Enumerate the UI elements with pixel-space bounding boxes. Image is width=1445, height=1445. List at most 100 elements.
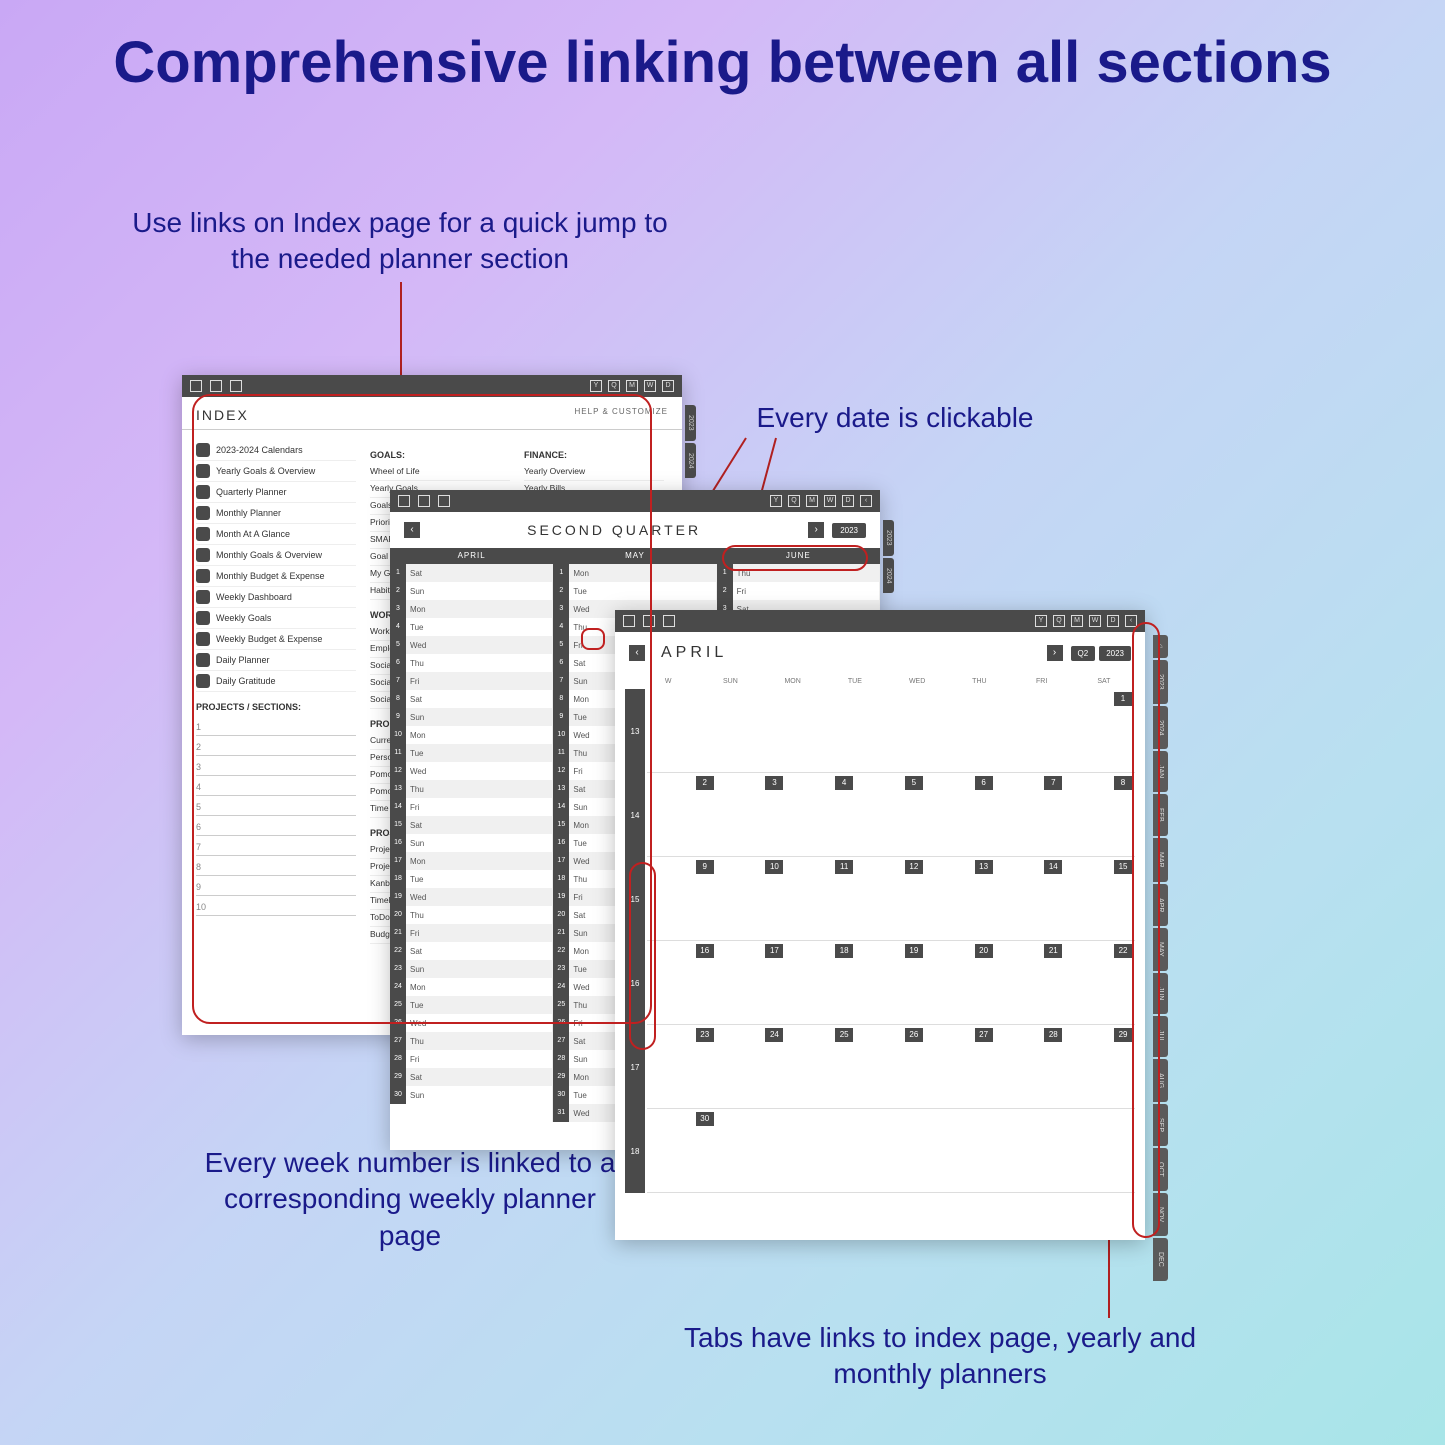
week-number[interactable]: 15 [625,857,645,941]
date-badge[interactable]: 21 [1044,944,1062,958]
project-line[interactable]: 4 [196,776,356,796]
project-line[interactable]: 10 [196,896,356,916]
quarter-day-row[interactable]: 14Fri [390,798,552,816]
tab-w-icon[interactable]: W [824,495,836,507]
date-badge[interactable]: 16 [696,944,714,958]
index-item[interactable]: Yearly Overview [524,464,664,481]
quarter-day-row[interactable]: 20Thu [390,906,552,924]
calendar-day[interactable] [647,689,717,773]
index-nav-item[interactable]: Monthly Planner [196,503,356,524]
quarter-day-row[interactable]: 17Mon [390,852,552,870]
date-badge[interactable]: 17 [765,944,783,958]
quarter-day-row[interactable]: 15Sat [390,816,552,834]
month-tab[interactable]: JAN [1153,751,1168,792]
quarter-day-row[interactable]: 29Sat [390,1068,552,1086]
month-tab[interactable]: JUN [1153,973,1168,1015]
calendar-day[interactable]: 25 [786,1025,856,1109]
quarter-day-row[interactable]: 4Tue [390,618,552,636]
date-badge[interactable]: 8 [1114,776,1132,790]
date-badge[interactable]: 12 [905,860,923,874]
calendar-day[interactable]: 15 [1065,857,1135,941]
calendar-day[interactable]: 21 [996,941,1066,1025]
month-tab[interactable]: MAY [1153,928,1168,971]
calendar-day[interactable] [926,1109,996,1193]
quarter-day-row[interactable]: 1Thu [717,564,879,582]
quarter-day-row[interactable]: 3Mon [390,600,552,618]
calendar-day[interactable]: 22 [1065,941,1135,1025]
home-icon[interactable] [190,380,202,392]
calendar-day[interactable]: 7 [996,773,1066,857]
calendar-day[interactable]: 6 [926,773,996,857]
date-badge[interactable]: 5 [905,776,923,790]
check-icon[interactable] [663,615,675,627]
tab-y-icon[interactable]: Y [770,495,782,507]
month-tab[interactable]: NOV [1153,1193,1168,1236]
calendar-day[interactable] [717,1109,787,1193]
date-badge[interactable]: 28 [1044,1028,1062,1042]
month-tab[interactable]: OCT [1153,1148,1168,1191]
index-item[interactable]: Wheel of Life [370,464,510,481]
quarter-day-row[interactable]: 2Fri [717,582,879,600]
quarter-day-row[interactable]: 24Mon [390,978,552,996]
calendar-day[interactable]: 26 [856,1025,926,1109]
tab-y-icon[interactable]: Y [1035,615,1047,627]
quarter-day-row[interactable]: 28Fri [390,1050,552,1068]
calendar-day[interactable]: 28 [996,1025,1066,1109]
month-tab-may[interactable]: MAY [553,548,716,564]
project-line[interactable]: 2 [196,736,356,756]
quarter-day-row[interactable]: 21Fri [390,924,552,942]
project-line[interactable]: 7 [196,836,356,856]
calendar-day[interactable]: 18 [786,941,856,1025]
calendar-day[interactable] [1065,1109,1135,1193]
month-tab[interactable]: 2023 [1153,660,1168,704]
calendar-day[interactable]: 1 [1065,689,1135,773]
quarter-day-row[interactable]: 6Thu [390,654,552,672]
index-nav-item[interactable]: Monthly Budget & Expense [196,566,356,587]
calendar-day[interactable]: 24 [717,1025,787,1109]
date-badge[interactable]: 11 [835,860,853,874]
project-line[interactable]: 5 [196,796,356,816]
tab-d-icon[interactable]: D [842,495,854,507]
tab-y-icon[interactable]: Y [590,380,602,392]
quarter-day-row[interactable]: 5Wed [390,636,552,654]
calendar-day[interactable]: 16 [647,941,717,1025]
calendar-day[interactable] [856,689,926,773]
tab-q-icon[interactable]: Q [788,495,800,507]
date-badge[interactable]: 15 [1114,860,1132,874]
date-badge[interactable]: 19 [905,944,923,958]
next-month-button[interactable]: › [1047,645,1063,661]
month-tab[interactable]: DEC [1153,1238,1168,1281]
quarter-day-row[interactable]: 9Sun [390,708,552,726]
week-number[interactable]: 16 [625,941,645,1025]
chevron-left-icon[interactable]: ‹ [860,495,872,507]
project-line[interactable]: 6 [196,816,356,836]
check-icon[interactable] [230,380,242,392]
calendar-day[interactable] [717,689,787,773]
quarter-day-row[interactable]: 22Sat [390,942,552,960]
date-badge[interactable]: 14 [1044,860,1062,874]
project-line[interactable]: 8 [196,856,356,876]
index-nav-item[interactable]: Yearly Goals & Overview [196,461,356,482]
date-badge[interactable]: 6 [975,776,993,790]
index-nav-item[interactable]: Daily Gratitude [196,671,356,692]
calendar-day[interactable] [926,689,996,773]
index-nav-item[interactable]: Weekly Dashboard [196,587,356,608]
month-tab-april[interactable]: APRIL [390,548,553,564]
quarter-day-row[interactable]: 26Wed [390,1014,552,1032]
calendar-day[interactable]: 29 [1065,1025,1135,1109]
tab-m-icon[interactable]: M [626,380,638,392]
date-badge[interactable]: 1 [1114,692,1132,706]
month-tab[interactable]: FEB [1153,794,1168,836]
date-badge[interactable]: 4 [835,776,853,790]
calendar-icon[interactable] [418,495,430,507]
calendar-day[interactable]: 9 [647,857,717,941]
index-nav-item[interactable]: Month At A Glance [196,524,356,545]
index-nav-item[interactable]: 2023-2024 Calendars [196,440,356,461]
quarter-day-row[interactable]: 19Wed [390,888,552,906]
month-tab[interactable]: APR [1153,884,1168,926]
tab-q-icon[interactable]: Q [608,380,620,392]
calendar-day[interactable]: 19 [856,941,926,1025]
quarter-day-row[interactable]: 13Thu [390,780,552,798]
quarter-badge[interactable]: Q2 [1071,646,1096,661]
quarter-day-row[interactable]: 2Tue [553,582,715,600]
